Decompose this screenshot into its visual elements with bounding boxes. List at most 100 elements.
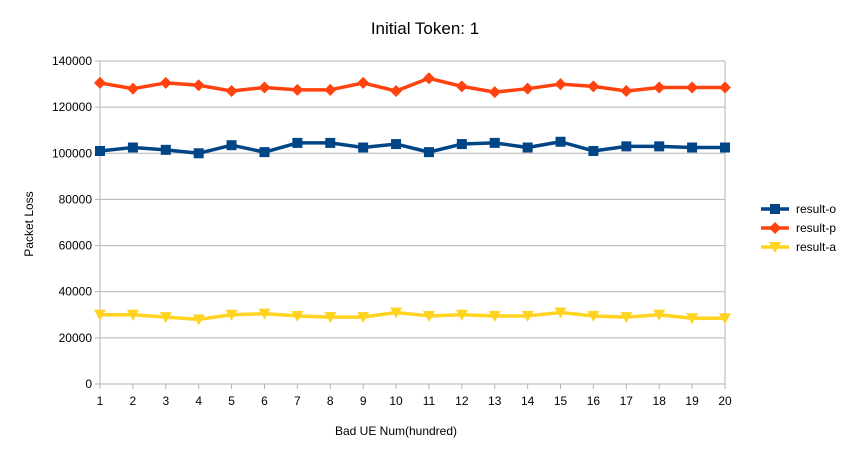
x-tick-label: 19 — [685, 394, 699, 408]
y-axis-label: Packet Loss — [22, 191, 36, 256]
data-point — [769, 222, 781, 234]
data-point — [587, 80, 600, 93]
data-point — [423, 147, 434, 158]
y-tick-label: 0 — [85, 377, 92, 391]
data-point — [489, 137, 500, 148]
data-point — [192, 79, 205, 92]
y-tick-label: 120000 — [52, 100, 92, 114]
data-point — [258, 81, 271, 94]
data-point — [358, 142, 369, 153]
y-tick-label: 100000 — [52, 146, 92, 160]
axes — [95, 60, 726, 389]
data-point — [259, 147, 270, 158]
data-point — [686, 313, 699, 325]
data-point — [127, 142, 138, 153]
data-point — [95, 145, 105, 156]
data-point — [456, 139, 467, 150]
chart-title: Initial Token: 1 — [371, 19, 479, 38]
data-point — [160, 144, 171, 155]
data-point — [522, 142, 533, 153]
data-point — [621, 141, 632, 152]
data-point — [390, 84, 403, 97]
data-point — [686, 81, 699, 94]
x-tick-label: 8 — [327, 394, 334, 408]
x-tick-label: 7 — [294, 394, 301, 408]
data-point — [357, 312, 370, 324]
x-tick-label: 5 — [228, 394, 235, 408]
data-point — [126, 82, 139, 95]
data-point — [225, 84, 238, 97]
series-line — [100, 310, 725, 322]
x-tick-label: 3 — [162, 394, 169, 408]
y-tick-label: 40000 — [59, 285, 93, 299]
x-tick-label: 12 — [455, 394, 469, 408]
data-point — [687, 142, 698, 153]
data-point — [769, 242, 781, 253]
y-tick-label: 20000 — [59, 331, 93, 345]
data-point — [391, 139, 402, 150]
series-group — [94, 72, 731, 326]
x-tick-label: 17 — [620, 394, 634, 408]
data-point — [620, 312, 633, 324]
data-point — [587, 310, 600, 322]
data-point — [226, 140, 237, 151]
legend-item: result-a — [761, 240, 836, 254]
data-point — [291, 310, 304, 322]
data-point — [654, 141, 665, 152]
series-result-o — [95, 136, 730, 159]
x-tick-label: 4 — [195, 394, 202, 408]
legend-label: result-a — [796, 240, 836, 254]
data-point — [455, 309, 468, 321]
x-tick-label: 20 — [718, 394, 732, 408]
data-point — [126, 309, 139, 321]
data-point — [390, 307, 403, 319]
data-point — [720, 142, 730, 153]
x-tick-label: 6 — [261, 394, 268, 408]
x-tick-label: 1 — [97, 394, 104, 408]
series-line — [99, 76, 725, 94]
x-tick-label: 10 — [389, 394, 403, 408]
data-point — [719, 313, 731, 325]
legend-item: result-p — [761, 221, 836, 235]
data-point — [192, 314, 205, 326]
x-tick-label: 16 — [587, 394, 601, 408]
data-point — [357, 76, 370, 89]
grid-lines — [100, 60, 725, 385]
legend-label: result-o — [796, 202, 836, 216]
data-point — [258, 308, 271, 320]
x-axis-label: Bad UE Num(hundred) — [335, 424, 457, 438]
x-tick-label: 18 — [653, 394, 667, 408]
x-tick-label: 2 — [130, 394, 137, 408]
legend-item: result-o — [761, 202, 836, 216]
data-point — [620, 84, 633, 97]
y-tick-label: 140000 — [52, 54, 92, 68]
data-point — [94, 309, 106, 321]
y-tick-label: 80000 — [59, 192, 93, 206]
data-point — [588, 145, 599, 156]
data-point — [291, 83, 304, 96]
data-point — [94, 76, 106, 89]
x-tick-label: 9 — [360, 394, 367, 408]
data-point — [324, 83, 337, 96]
data-point — [770, 204, 780, 214]
data-point — [554, 78, 567, 91]
data-point — [159, 76, 172, 89]
data-point — [521, 82, 534, 95]
y-tick-label: 60000 — [59, 239, 93, 253]
data-point — [324, 312, 337, 324]
y-tick-labels: 0 20000 40000 60000 80000 100000 120000 140000 — [52, 54, 92, 391]
x-tick-label: 15 — [554, 394, 568, 408]
data-point — [455, 80, 468, 93]
data-point — [325, 137, 336, 148]
series-result-a — [94, 307, 731, 326]
data-point — [554, 307, 567, 319]
data-point — [292, 137, 303, 148]
x-tick-labels: 1 2 3 4 5 6 7 8 9 10 11 12 13 14 15 16 17 18 19 20 — [97, 394, 732, 408]
data-point — [488, 86, 501, 99]
x-tick-label: 14 — [521, 394, 535, 408]
data-point — [719, 81, 731, 94]
data-point — [521, 310, 534, 322]
data-point — [159, 312, 172, 324]
data-point — [653, 309, 666, 321]
